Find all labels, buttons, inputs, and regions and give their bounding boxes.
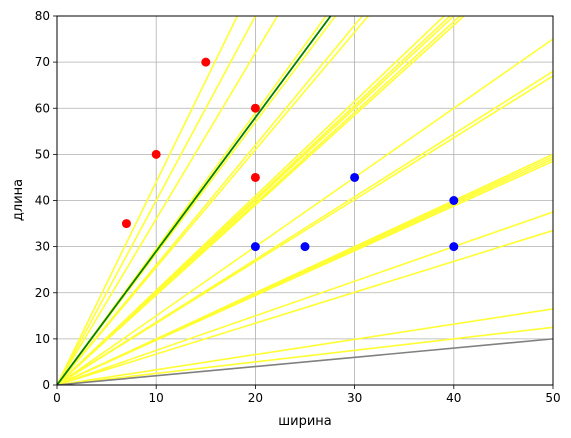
- x-tick-label: 20: [248, 391, 263, 405]
- tick-layer: 0 10 20 30 40 50 0 10 20 30 40 50 60 70 80: [35, 9, 561, 405]
- y-tick-label: 70: [35, 55, 50, 69]
- red-point: [250, 172, 260, 182]
- candidate-line: [57, 160, 553, 385]
- blue-point: [449, 242, 459, 252]
- x-tick-label: 50: [545, 391, 560, 405]
- candidate-line: [57, 75, 553, 385]
- y-tick-label: 20: [35, 286, 50, 300]
- y-tick-label: 60: [35, 101, 50, 115]
- y-tick-label: 30: [35, 240, 50, 254]
- blue-point: [300, 242, 310, 252]
- blue-point: [449, 196, 459, 205]
- blue-point: [250, 242, 260, 252]
- red-point: [201, 57, 211, 67]
- x-tick-label: 0: [53, 391, 61, 405]
- candidate-line: [57, 211, 553, 385]
- candidate-line: [57, 229, 553, 385]
- red-point: [250, 103, 260, 113]
- candidate-line: [57, 16, 279, 385]
- baseline-line: [57, 338, 553, 385]
- candidate-line: [57, 16, 369, 385]
- candidate-line: [57, 16, 465, 385]
- point-layer: [121, 57, 459, 252]
- red-point: [151, 149, 161, 159]
- y-axis-label: длина: [11, 179, 26, 221]
- candidate-line: [57, 326, 553, 385]
- y-tick-label: 40: [35, 194, 50, 208]
- y-tick-label: 10: [35, 332, 50, 346]
- candidate-line: [57, 38, 553, 385]
- x-axis-label: ширина: [278, 414, 332, 429]
- red-point: [121, 219, 131, 229]
- y-tick-label: 0: [42, 378, 50, 392]
- blue-point: [350, 172, 360, 182]
- y-tick-label: 50: [35, 147, 50, 161]
- line-layer: [57, 16, 553, 385]
- candidate-line: [57, 16, 257, 385]
- x-tick-label: 30: [347, 391, 362, 405]
- candidate-line: [57, 16, 239, 385]
- y-tick-label: 80: [35, 9, 50, 23]
- best-line: [57, 16, 332, 385]
- x-tick-label: 10: [149, 391, 164, 405]
- x-tick-label: 40: [446, 391, 461, 405]
- candidate-line: [57, 308, 553, 385]
